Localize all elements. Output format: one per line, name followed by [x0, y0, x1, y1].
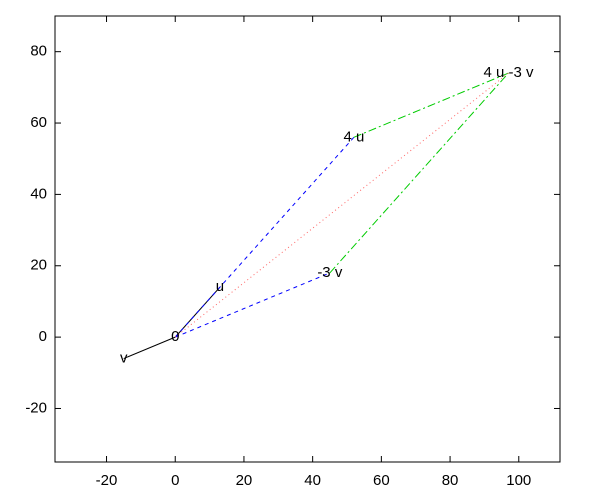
x-tick-label: 40: [304, 472, 321, 489]
point-label: 0: [171, 328, 179, 345]
vector-segment: [175, 272, 331, 338]
x-tick-label: 0: [171, 472, 179, 489]
point-label: -3 v: [317, 264, 343, 281]
vector-segment: [123, 336, 176, 359]
x-tick-label: 100: [506, 472, 531, 489]
vector-segment: [174, 136, 355, 338]
vector-segment: [174, 72, 509, 338]
x-tick-label: 20: [236, 472, 253, 489]
point-label: 4 u -3 v: [483, 64, 534, 81]
x-tick-label: -20: [96, 472, 118, 489]
point-label: v: [120, 349, 128, 366]
y-tick-label: 20: [30, 257, 47, 274]
x-tick-label: 80: [442, 472, 459, 489]
x-tick-label: 60: [373, 472, 390, 489]
y-tick-label: 40: [30, 185, 47, 202]
plot-border: [54, 15, 561, 463]
point-label: u: [216, 278, 224, 295]
y-tick-label: -20: [25, 399, 47, 416]
y-tick-label: 0: [39, 328, 47, 345]
point-label: 4 u: [343, 128, 364, 145]
vector-segment: [353, 72, 509, 138]
y-tick-label: 80: [30, 43, 47, 60]
vector-segment: [329, 72, 509, 274]
y-tick-label: 60: [30, 114, 47, 131]
